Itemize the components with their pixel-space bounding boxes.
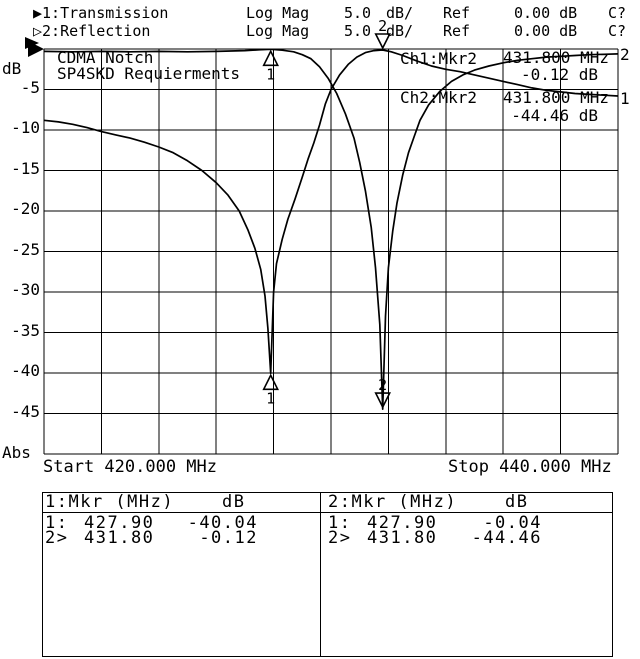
trace1-ref-value: 0.00 dB — [514, 4, 578, 22]
y-axis-bottom-label: Abs — [2, 443, 31, 462]
table-row: 2> — [45, 528, 69, 548]
table-row: -44.46 — [471, 528, 542, 548]
y-axis-tick-label: -45 — [11, 401, 40, 421]
trace1-end-label: 1 — [620, 89, 630, 108]
start-frequency-label: Start 420.000 MHz — [43, 457, 217, 477]
trace2-label: ▷2:Reflection — [33, 22, 151, 40]
table-row: 431.80 — [84, 528, 155, 548]
y-axis-tick-label: -25 — [11, 239, 40, 259]
table-row: -40.04 — [187, 513, 258, 533]
y-axis-tick-label: -10 — [11, 118, 40, 137]
trace2-ref-value: 0.00 dB — [514, 22, 578, 40]
trace2-format: Log Mag — [246, 22, 310, 40]
table-row: 431.80 — [367, 528, 438, 548]
table-right-title: 2:Mkr (MHz) — [328, 492, 458, 512]
trace2-cal-status: C? — [608, 22, 627, 40]
table-row: 1: — [45, 513, 69, 533]
table-row: 427.90 — [84, 513, 155, 533]
svg-text:1: 1 — [266, 65, 275, 83]
ch1-marker-value: -0.12 dB — [520, 65, 598, 84]
y-axis-unit-label: dB — [2, 59, 22, 78]
plot-annotation-line1: CDMA Notch — [57, 48, 154, 67]
table-row: 2> — [328, 528, 352, 548]
table-row: -0.12 — [199, 528, 258, 548]
table-row: -0.04 — [483, 513, 542, 533]
y-axis-tick-label: -40 — [11, 361, 40, 380]
svg-text:2: 2 — [378, 17, 387, 35]
y-axis-tick-label: -20 — [11, 199, 40, 218]
table-left-title: 1:Mkr (MHz) — [45, 492, 175, 512]
y-axis-tick-label: -35 — [11, 320, 40, 340]
trace1-cal-status: C? — [608, 4, 627, 22]
trace1-ref-label: Ref — [443, 4, 471, 22]
trace2-end-label: 2 — [620, 45, 630, 64]
trace2-scale-unit: dB/ — [386, 22, 414, 40]
trace1-scale: 5.0 — [344, 4, 372, 22]
stop-frequency-label: Stop 440.000 MHz — [448, 457, 612, 477]
trace1-label: ▶1:Transmission — [33, 4, 169, 22]
measurement-plot: 1 2 1 2 — [25, 17, 619, 455]
svg-text:2: 2 — [378, 376, 387, 394]
plot-annotation-line2: SP4SKD Requierments — [57, 64, 241, 83]
marker-table-divider — [320, 492, 321, 657]
svg-text:1: 1 — [266, 389, 275, 407]
ch1-marker-frequency: 431.800 MHz — [503, 48, 609, 67]
table-right-unit: dB — [505, 492, 529, 512]
trace2-scale: 5.0 — [344, 22, 372, 40]
ch2-marker-frequency: 431.800 MHz — [503, 88, 609, 107]
table-row: 427.90 — [367, 513, 438, 533]
marker-table-header-rule — [42, 512, 613, 513]
ch2-marker-value: -44.46 dB — [511, 106, 598, 125]
trace1-format: Log Mag — [246, 4, 310, 22]
trace2-ref-label: Ref — [443, 22, 471, 40]
table-row: 1: — [328, 513, 352, 533]
marker-table-frame — [42, 492, 613, 657]
y-axis-tick-label: -5 — [20, 77, 40, 97]
y-axis-tick-label: -30 — [11, 280, 40, 299]
y-axis-tick-label: -15 — [11, 158, 40, 178]
ch1-marker-readout-label: Ch1:Mkr2 — [400, 49, 478, 68]
ch2-marker-readout-label: Ch2:Mkr2 — [400, 88, 478, 107]
table-left-unit: dB — [222, 492, 246, 512]
trace1-scale-unit: dB/ — [386, 4, 414, 22]
